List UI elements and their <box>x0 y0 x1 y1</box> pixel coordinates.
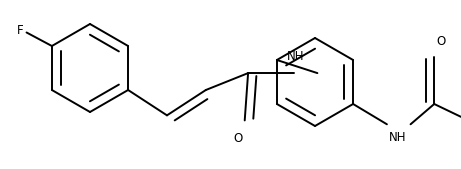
Text: NH: NH <box>287 50 304 63</box>
Text: O: O <box>437 35 446 48</box>
Text: NH: NH <box>389 131 406 144</box>
Text: F: F <box>17 24 23 37</box>
Text: O: O <box>233 132 242 145</box>
